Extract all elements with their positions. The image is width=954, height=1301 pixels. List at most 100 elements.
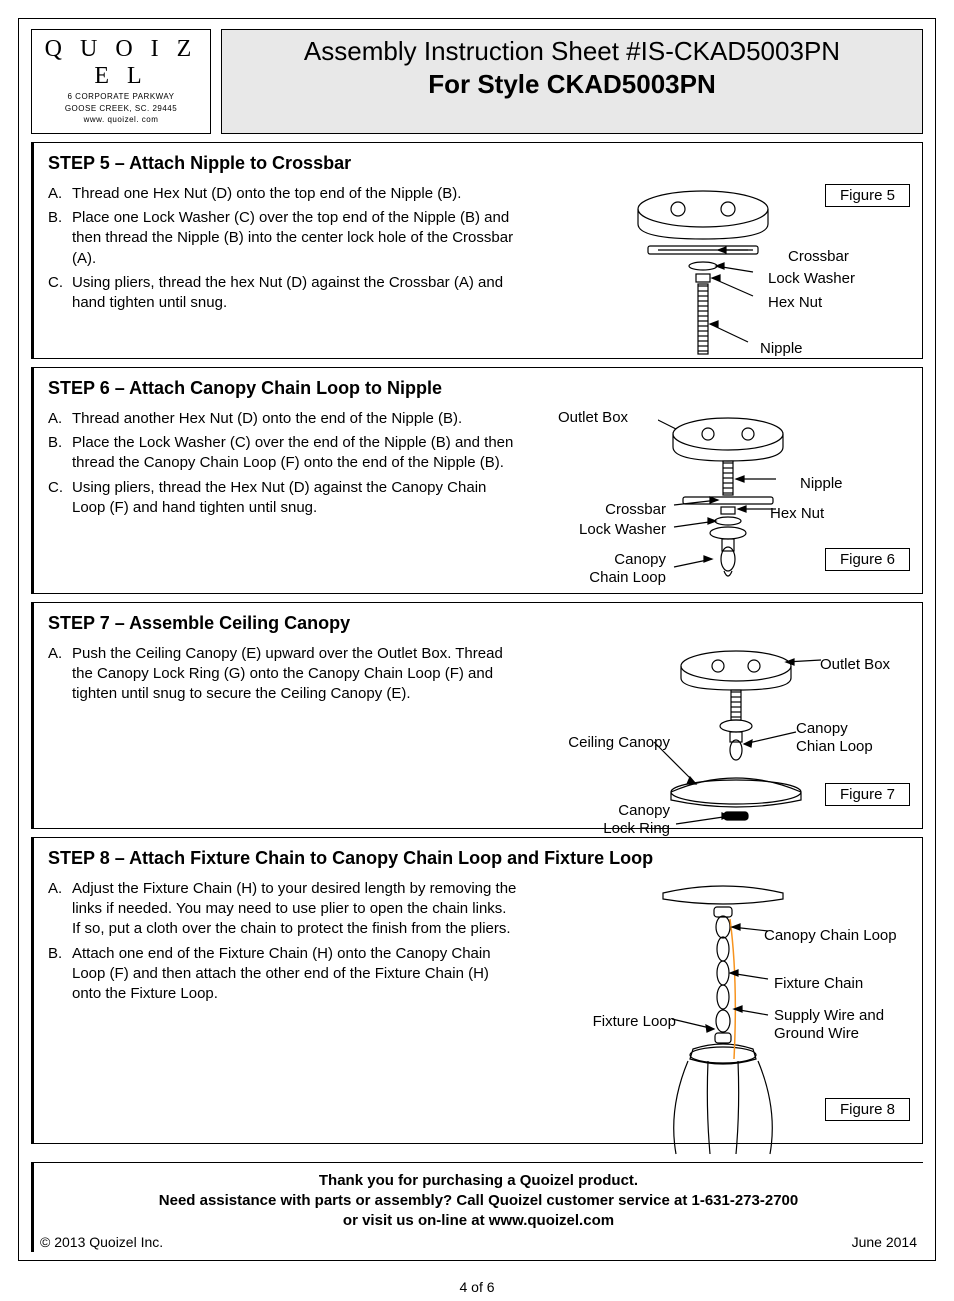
part-label: Canopy Chain Loop [764, 927, 897, 944]
part-label: Outlet Box [558, 409, 628, 426]
brand-addr3: www. quoizel. com [42, 115, 200, 125]
footer: Thank you for purchasing a Quoizel produ… [19, 1156, 935, 1260]
item-letter: B. [48, 208, 72, 269]
step-5: STEP 5 – Attach Nipple to Crossbar A.Thre… [31, 142, 923, 359]
step-heading: STEP 7 – Assemble Ceiling Canopy [48, 613, 910, 634]
instruction-item: B.Place the Lock Washer (C) over the end… [48, 433, 518, 474]
part-label: Ground Wire [774, 1025, 859, 1042]
part-label: Chain Loop [566, 569, 666, 586]
instruction-item: A.Push the Ceiling Canopy (E) upward ove… [48, 644, 518, 705]
doc-date: June 2014 [852, 1234, 917, 1250]
step-title: Assemble Ceiling Canopy [129, 613, 350, 633]
copyright: © 2013 Quoizel Inc. [40, 1234, 163, 1250]
item-letter: C. [48, 478, 72, 519]
diagram: Figure 7 Outlet [528, 644, 910, 814]
item-text: Thread one Hex Nut (D) onto the top end … [72, 184, 461, 204]
step-num: STEP 5 [48, 153, 110, 173]
instructions: A.Thread one Hex Nut (D) onto the top en… [48, 184, 518, 344]
part-label: Canopy [596, 551, 666, 568]
step-title: Attach Fixture Chain to Canopy Chain Loo… [129, 848, 653, 868]
steps-container: STEP 5 – Attach Nipple to CrossbarA.Thre… [19, 134, 935, 1156]
instruction-item: B.Attach one end of the Fixture Chain (H… [48, 944, 518, 1005]
part-label: Lock Ring [588, 820, 670, 837]
instructions: A.Thread another Hex Nut (D) onto the en… [48, 409, 518, 579]
brand-addr1: 6 CORPORATE PARKWAY [42, 92, 200, 102]
part-label: Crossbar [788, 248, 849, 265]
step-8: STEP 8 – Attach Fixture Chain to Canopy … [31, 837, 923, 1144]
diagram: Figure 5 CrossbarLock WasherHex Nu [528, 184, 910, 344]
thanks-line2: Need assistance with parts or assembly? … [40, 1191, 917, 1211]
step-num: STEP 7 [48, 613, 110, 633]
figure-label: Figure 7 [825, 783, 910, 806]
item-text: Adjust the Fixture Chain (H) to your des… [72, 879, 518, 940]
item-letter: A. [48, 879, 72, 940]
item-text: Place one Lock Washer (C) over the top e… [72, 208, 518, 269]
title-line1: Assembly Instruction Sheet #IS-CKAD5003P… [230, 36, 914, 67]
instruction-item: A.Thread one Hex Nut (D) onto the top en… [48, 184, 518, 204]
step-num: STEP 6 [48, 378, 110, 398]
step-body: A.Adjust the Fixture Chain (H) to your d… [48, 879, 910, 1129]
thanks-line3: or visit us on-line at www.quoizel.com [40, 1211, 917, 1231]
item-text: Using pliers, thread the Hex Nut (D) aga… [72, 478, 518, 519]
step-num: STEP 8 [48, 848, 110, 868]
logo-box: Q U O I Z E L 6 CORPORATE PARKWAY GOOSE … [31, 29, 211, 134]
part-label: Fixture Loop [566, 1013, 676, 1030]
item-text: Place the Lock Washer (C) over the end o… [72, 433, 518, 474]
step-title: Attach Nipple to Crossbar [129, 153, 351, 173]
page-border: Q U O I Z E L 6 CORPORATE PARKWAY GOOSE … [18, 18, 936, 1261]
diagram: Figure 8 [528, 879, 910, 1129]
step-body: A.Push the Ceiling Canopy (E) upward ove… [48, 644, 910, 814]
instructions: A.Adjust the Fixture Chain (H) to your d… [48, 879, 518, 1129]
footer-box: Thank you for purchasing a Quoizel produ… [31, 1162, 923, 1252]
title-line2: For Style CKAD5003PN [230, 69, 914, 100]
instruction-item: A.Adjust the Fixture Chain (H) to your d… [48, 879, 518, 940]
footer-row: © 2013 Quoizel Inc. June 2014 [40, 1234, 917, 1250]
diagram: Figure 6 [528, 409, 910, 579]
item-letter: A. [48, 184, 72, 204]
step-body: A.Thread another Hex Nut (D) onto the en… [48, 409, 910, 579]
part-label: Nipple [760, 340, 803, 357]
part-label: Outlet Box [820, 656, 890, 673]
part-label: Nipple [800, 475, 843, 492]
instruction-item: B.Place one Lock Washer (C) over the top… [48, 208, 518, 269]
item-letter: C. [48, 273, 72, 314]
page-number: 4 of 6 [0, 1279, 954, 1295]
figure-label: Figure 6 [825, 548, 910, 571]
item-text: Using pliers, thread the hex Nut (D) aga… [72, 273, 518, 314]
step-6: STEP 6 – Attach Canopy Chain Loop to Nip… [31, 367, 923, 594]
thanks-line1: Thank you for purchasing a Quoizel produ… [40, 1171, 917, 1191]
figure-label: Figure 5 [825, 184, 910, 207]
header: Q U O I Z E L 6 CORPORATE PARKWAY GOOSE … [19, 19, 935, 134]
part-label: Hex Nut [770, 505, 824, 522]
item-letter: B. [48, 433, 72, 474]
step-7: STEP 7 – Assemble Ceiling Canopy A.Push t… [31, 602, 923, 829]
part-label: Crossbar [586, 501, 666, 518]
part-label: Canopy [796, 720, 848, 737]
instructions: A.Push the Ceiling Canopy (E) upward ove… [48, 644, 518, 814]
step-title: Attach Canopy Chain Loop to Nipple [129, 378, 442, 398]
part-label: Fixture Chain [774, 975, 863, 992]
figure-label: Figure 8 [825, 1098, 910, 1121]
item-letter: B. [48, 944, 72, 1005]
step-heading: STEP 5 – Attach Nipple to Crossbar [48, 153, 910, 174]
item-text: Thread another Hex Nut (D) onto the end … [72, 409, 462, 429]
part-label: Supply Wire and [774, 1007, 884, 1024]
part-label: Chian Loop [796, 738, 873, 755]
brand-name: Q U O I Z E L [42, 36, 200, 90]
title-box: Assembly Instruction Sheet #IS-CKAD5003P… [221, 29, 923, 134]
part-label: Ceiling Canopy [550, 734, 670, 751]
part-label: Canopy [604, 802, 670, 819]
part-label: Hex Nut [768, 294, 822, 311]
step-body: A.Thread one Hex Nut (D) onto the top en… [48, 184, 910, 344]
step-heading: STEP 6 – Attach Canopy Chain Loop to Nip… [48, 378, 910, 399]
item-letter: A. [48, 644, 72, 705]
part-label: Lock Washer [768, 270, 855, 287]
item-text: Attach one end of the Fixture Chain (H) … [72, 944, 518, 1005]
item-letter: A. [48, 409, 72, 429]
item-text: Push the Ceiling Canopy (E) upward over … [72, 644, 518, 705]
step-heading: STEP 8 – Attach Fixture Chain to Canopy … [48, 848, 910, 869]
part-label: Lock Washer [552, 521, 666, 538]
instruction-item: C.Using pliers, thread the Hex Nut (D) a… [48, 478, 518, 519]
brand-addr2: GOOSE CREEK, SC. 29445 [42, 104, 200, 114]
instruction-item: C.Using pliers, thread the hex Nut (D) a… [48, 273, 518, 314]
